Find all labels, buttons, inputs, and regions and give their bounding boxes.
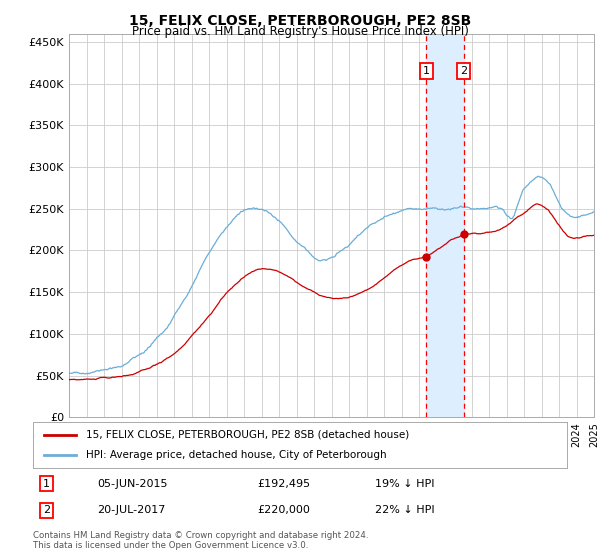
Text: £220,000: £220,000 (257, 505, 310, 515)
Text: 1: 1 (43, 479, 50, 489)
Text: 15, FELIX CLOSE, PETERBOROUGH, PE2 8SB (detached house): 15, FELIX CLOSE, PETERBOROUGH, PE2 8SB (… (86, 430, 410, 440)
Text: 22% ↓ HPI: 22% ↓ HPI (375, 505, 434, 515)
Text: 05-JUN-2015: 05-JUN-2015 (97, 479, 167, 489)
Text: £192,495: £192,495 (257, 479, 310, 489)
Text: 15, FELIX CLOSE, PETERBOROUGH, PE2 8SB: 15, FELIX CLOSE, PETERBOROUGH, PE2 8SB (129, 14, 471, 28)
Text: 19% ↓ HPI: 19% ↓ HPI (375, 479, 434, 489)
Text: Price paid vs. HM Land Registry's House Price Index (HPI): Price paid vs. HM Land Registry's House … (131, 25, 469, 38)
Text: HPI: Average price, detached house, City of Peterborough: HPI: Average price, detached house, City… (86, 450, 387, 460)
Bar (427, 34, 464, 417)
Text: 2: 2 (43, 505, 50, 515)
Text: 20-JUL-2017: 20-JUL-2017 (97, 505, 166, 515)
Text: Contains HM Land Registry data © Crown copyright and database right 2024.
This d: Contains HM Land Registry data © Crown c… (33, 531, 368, 550)
Text: 1: 1 (423, 66, 430, 76)
Text: 2: 2 (460, 66, 467, 76)
